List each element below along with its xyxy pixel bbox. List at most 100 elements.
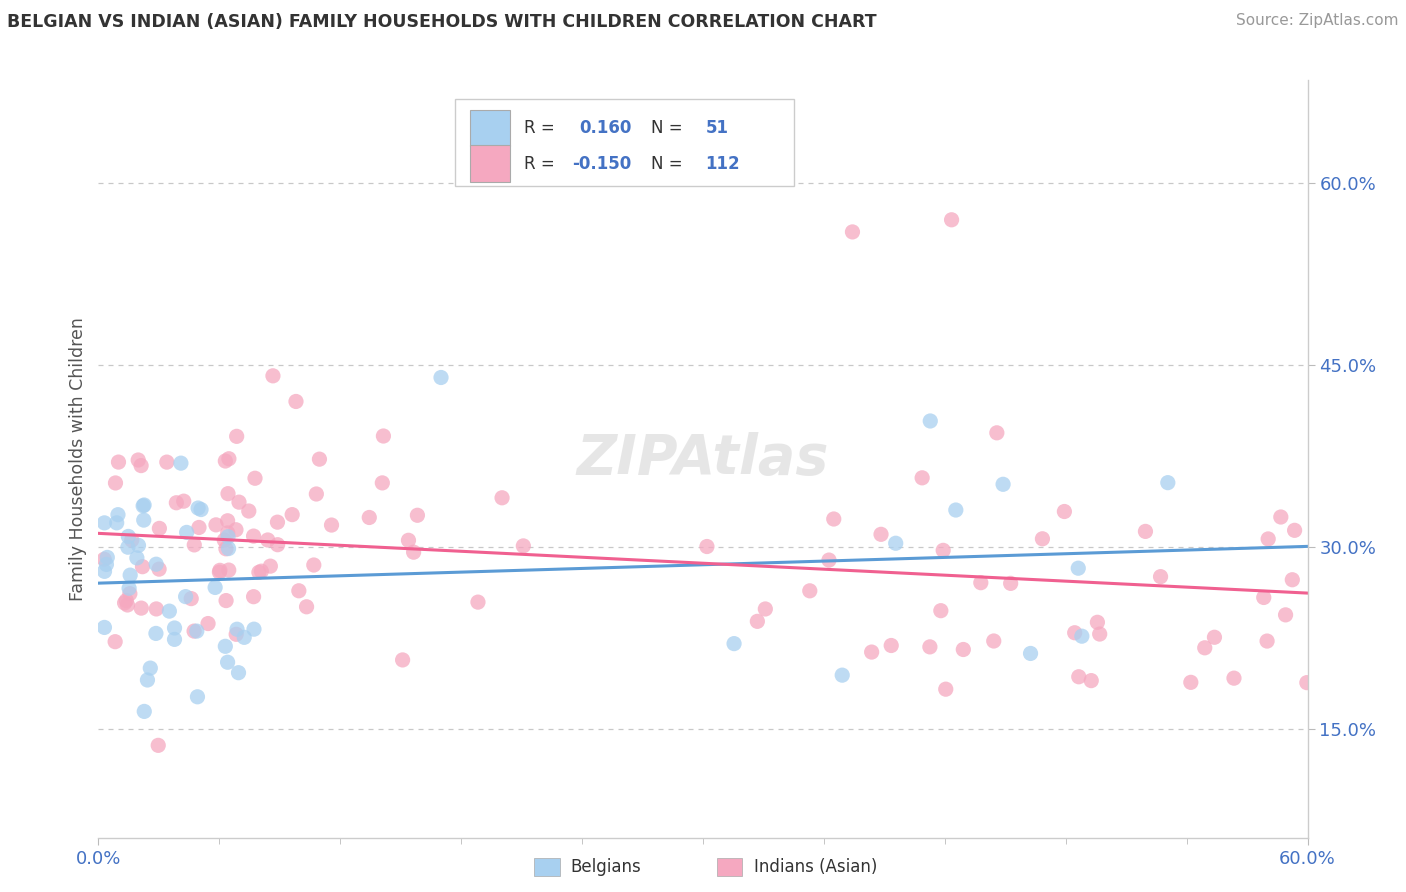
Point [1019,647,1042,661]
Point [139,661,162,675]
Point [93,516,115,530]
Point [920,414,942,428]
Point [262,368,284,383]
Point [860,645,883,659]
Point [1204,630,1226,644]
Point [127,453,149,467]
Point [180,591,202,606]
Point [183,538,205,552]
Point [259,559,281,574]
Point [127,538,149,552]
Point [218,563,240,577]
Point [104,475,127,490]
Text: 0.160: 0.160 [579,119,633,137]
Point [131,559,153,574]
Bar [470,110,509,146]
Point [1256,634,1278,648]
Point [118,581,141,595]
Point [242,590,264,604]
Point [1223,671,1246,685]
Point [174,590,197,604]
Text: R =: R = [524,119,560,137]
Point [145,558,167,572]
Point [1253,591,1275,605]
Text: Indians (Asian): Indians (Asian) [754,858,877,876]
Point [96,550,118,565]
Point [467,595,489,609]
Point [512,539,534,553]
Point [129,458,152,473]
Point [163,621,186,635]
Point [1149,569,1171,583]
Point [217,525,239,540]
Point [321,518,343,533]
Point [136,673,159,687]
Point [145,602,167,616]
Point [880,639,903,653]
Point [884,536,907,550]
Point [266,538,288,552]
Point [406,508,429,523]
Point [266,515,288,529]
Point [818,553,841,567]
Text: ZIPAtlas: ZIPAtlas [576,433,830,486]
Text: BELGIAN VS INDIAN (ASIAN) FAMILY HOUSEHOLDS WITH CHILDREN CORRELATION CHART: BELGIAN VS INDIAN (ASIAN) FAMILY HOUSEHO… [7,13,877,31]
Point [132,499,155,513]
Point [107,455,129,469]
Point [391,653,413,667]
Point [156,455,179,469]
Point [217,530,239,544]
Point [215,593,238,607]
Point [148,739,170,753]
Point [183,624,205,639]
Point [226,622,249,636]
Point [256,533,278,547]
Point [941,212,963,227]
Point [1135,524,1157,539]
Point [371,475,394,490]
Point [723,637,745,651]
Point [117,529,139,543]
Point [983,634,1005,648]
Point [217,486,239,500]
Point [430,370,453,384]
Point [96,558,118,572]
Text: 51: 51 [706,119,728,137]
Point [233,631,256,645]
Point [402,545,425,559]
Point [132,513,155,527]
Point [170,456,193,470]
Point [104,634,127,648]
Point [1157,475,1180,490]
Point [217,514,239,528]
Point [373,429,395,443]
Point [107,508,129,522]
Point [1180,675,1202,690]
Point [208,563,231,577]
Point [831,668,853,682]
Point [247,566,270,580]
Y-axis label: Family Households with Children: Family Households with Children [69,318,87,601]
Point [935,682,957,697]
Point [295,599,318,614]
Point [243,471,266,485]
Text: Source: ZipAtlas.com: Source: ZipAtlas.com [1236,13,1399,29]
Point [125,550,148,565]
Point [121,533,143,547]
Point [1080,673,1102,688]
Point [952,642,974,657]
Text: 112: 112 [706,154,740,173]
Point [1070,629,1092,643]
Point [823,512,845,526]
Point [205,517,228,532]
Point [228,495,250,509]
Point [208,565,231,579]
Point [281,508,304,522]
Text: N =: N = [651,119,688,137]
Point [215,541,238,556]
Point [134,498,156,512]
FancyBboxPatch shape [456,99,793,186]
Point [1053,504,1076,518]
Point [93,620,115,634]
Point [1087,615,1109,630]
